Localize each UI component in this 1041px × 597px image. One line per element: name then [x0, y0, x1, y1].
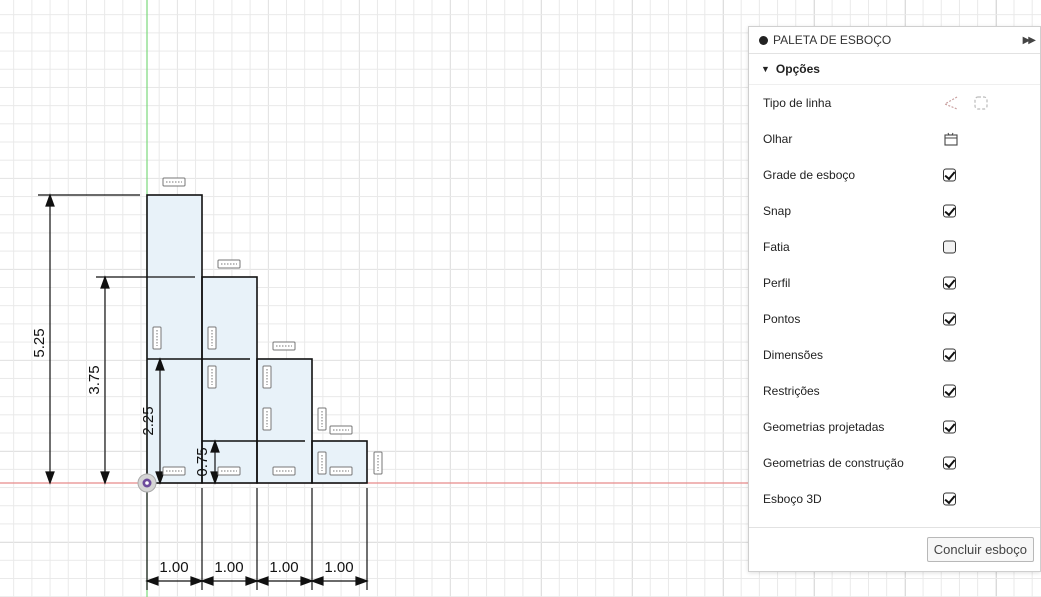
horizontal-constraint-icon	[217, 466, 241, 476]
sketch-grid-checkbox[interactable]	[943, 168, 956, 182]
look-at-icon[interactable]	[943, 131, 959, 147]
palette-header[interactable]: PALETA DE ESBOÇO ▶▶	[749, 27, 1040, 54]
palette-title: PALETA DE ESBOÇO	[773, 33, 892, 47]
vertical-constraint-icon	[373, 451, 383, 475]
slice-checkbox[interactable]	[943, 240, 956, 254]
vertical-constraint-icon	[207, 365, 217, 389]
dim-width-3[interactable]: 1.00	[269, 559, 298, 576]
horizontal-constraint-icon	[162, 466, 186, 476]
construction-line-icon[interactable]	[943, 95, 959, 111]
dim-width-4[interactable]: 1.00	[324, 559, 353, 576]
row-snap: Snap	[749, 193, 1040, 229]
vertical-constraint-icon	[317, 407, 327, 431]
horizontal-constraint-icon	[329, 466, 353, 476]
centerline-icon[interactable]	[973, 95, 989, 111]
vertical-constraint-icons	[152, 326, 383, 475]
row-look-at: Olhar	[749, 121, 1040, 157]
row-line-type: Tipo de linha	[749, 85, 1040, 121]
row-label: Geometrias projetadas	[763, 420, 885, 434]
horizontal-constraint-icon	[162, 177, 186, 187]
dim-width-1[interactable]: 1.00	[159, 559, 188, 576]
dim-height-2[interactable]: 3.75	[86, 365, 103, 394]
row-construction-geometries: Geometrias de construção	[749, 445, 1040, 481]
row-label: Fatia	[763, 240, 790, 254]
horizontal-constraint-icons	[162, 177, 353, 476]
3d-sketch-checkbox[interactable]	[943, 492, 956, 506]
horizontal-constraint-icon	[272, 341, 296, 351]
horizontal-dimensions	[145, 488, 369, 590]
row-projected-geometries: Geometrias projetadas	[749, 409, 1040, 445]
vertical-constraint-icon	[317, 451, 327, 475]
horizontal-constraint-icon	[217, 259, 241, 269]
vertical-dimensions	[38, 193, 220, 485]
profile-checkbox[interactable]	[943, 276, 956, 290]
points-checkbox[interactable]	[943, 312, 956, 326]
options-section-title: Opções	[775, 62, 820, 76]
row-label: Geometrias de construção	[763, 456, 904, 470]
row-label: Grade de esboço	[763, 168, 856, 182]
row-label: Snap	[763, 204, 792, 218]
vertical-constraint-icon	[207, 326, 217, 350]
row-label: Restrições	[763, 384, 820, 398]
dim-height-3[interactable]: 2.25	[140, 406, 157, 435]
origin-point-icon	[137, 473, 157, 493]
row-sketch-grid: Grade de esboço	[749, 157, 1040, 193]
dim-width-2[interactable]: 1.00	[214, 559, 243, 576]
row-label: Tipo de linha	[763, 96, 832, 110]
vertical-constraint-icon	[262, 407, 272, 431]
row-label: Esboço 3D	[763, 492, 822, 506]
sketch-lines	[146, 194, 368, 484]
sketch-palette: PALETA DE ESBOÇO ▶▶ ▼ Opções Tipo de lin…	[748, 26, 1041, 572]
row-dimensions: Dimensões	[749, 337, 1040, 373]
vertical-constraint-icon	[262, 365, 272, 389]
options-section-header[interactable]: ▼ Opções	[749, 54, 1040, 85]
palette-pin-icon[interactable]	[759, 35, 768, 45]
dim-height-1[interactable]: 5.25	[31, 328, 48, 357]
row-label: Olhar	[763, 132, 793, 146]
constraints-checkbox[interactable]	[943, 384, 956, 398]
row-points: Pontos	[749, 301, 1040, 337]
projected-geometries-checkbox[interactable]	[943, 420, 956, 434]
row-label: Pontos	[763, 312, 801, 326]
construction-geometries-checkbox[interactable]	[943, 456, 956, 470]
palette-footer: Concluir esboço	[749, 527, 1040, 571]
row-3d-sketch: Esboço 3D	[749, 481, 1040, 517]
dim-height-4[interactable]: 0.75	[194, 447, 211, 476]
vertical-constraint-icon	[152, 326, 162, 350]
row-label: Dimensões	[763, 348, 824, 362]
expand-palette-icon[interactable]: ▶▶	[1022, 34, 1036, 46]
collapse-triangle-icon: ▼	[761, 64, 770, 74]
horizontal-constraint-icon	[329, 425, 353, 435]
row-slice: Fatia	[749, 229, 1040, 265]
row-label: Perfil	[763, 276, 791, 290]
horizontal-constraint-icon	[272, 466, 296, 476]
finish-sketch-button[interactable]: Concluir esboço	[926, 537, 1034, 562]
snap-checkbox[interactable]	[943, 204, 956, 218]
row-constraints: Restrições	[749, 373, 1040, 409]
row-profile: Perfil	[749, 265, 1040, 301]
dimensions-checkbox[interactable]	[943, 348, 956, 362]
